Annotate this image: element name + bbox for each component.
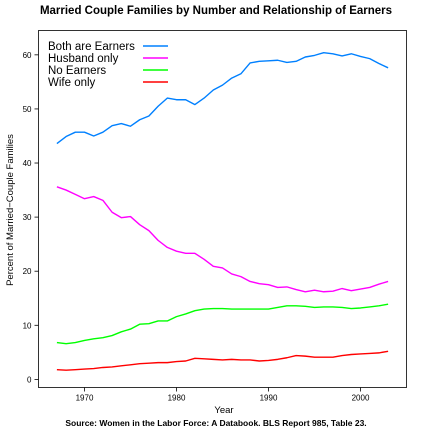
legend-label-husband-only: Husband only bbox=[48, 53, 119, 65]
y-tick-label: 0 bbox=[27, 375, 32, 384]
y-tick-label: 30 bbox=[23, 213, 32, 222]
x-axis: 1970 1980 1990 2000 bbox=[76, 387, 370, 403]
y-tick-label: 50 bbox=[23, 105, 32, 114]
y-tick-label: 10 bbox=[23, 321, 32, 330]
x-tick-label: 1970 bbox=[76, 394, 94, 403]
plot-frame bbox=[38, 30, 407, 388]
x-tick-label: 1980 bbox=[168, 394, 186, 403]
plot-area bbox=[56, 51, 389, 371]
legend-label-both-are-earners: Both are Earners bbox=[48, 41, 135, 53]
x-tick-label: 1990 bbox=[260, 394, 278, 403]
legend-label-no-earners: No Earners bbox=[48, 65, 106, 77]
y-tick-label: 20 bbox=[23, 267, 32, 276]
y-tick-label: 40 bbox=[23, 159, 32, 168]
y-axis-label: Percent of Married−Couple Families bbox=[5, 134, 16, 286]
chart-title: Married Couple Families by Number and Re… bbox=[40, 5, 392, 17]
x-tick-label: 2000 bbox=[352, 394, 370, 403]
x-axis-label: Year bbox=[214, 405, 233, 416]
series-line-no-earners bbox=[56, 303, 389, 345]
y-axis: 0 10 20 30 40 50 60 bbox=[23, 51, 39, 384]
series-line-both-are-earners bbox=[56, 51, 389, 145]
chart-source: Source: Women in the Labor Force: A Data… bbox=[65, 418, 366, 428]
series-line-wife-only bbox=[56, 350, 389, 371]
y-tick-label: 60 bbox=[23, 51, 32, 60]
series-line-husband-only bbox=[56, 186, 389, 293]
legend-label-wife-only: Wife only bbox=[48, 77, 96, 89]
